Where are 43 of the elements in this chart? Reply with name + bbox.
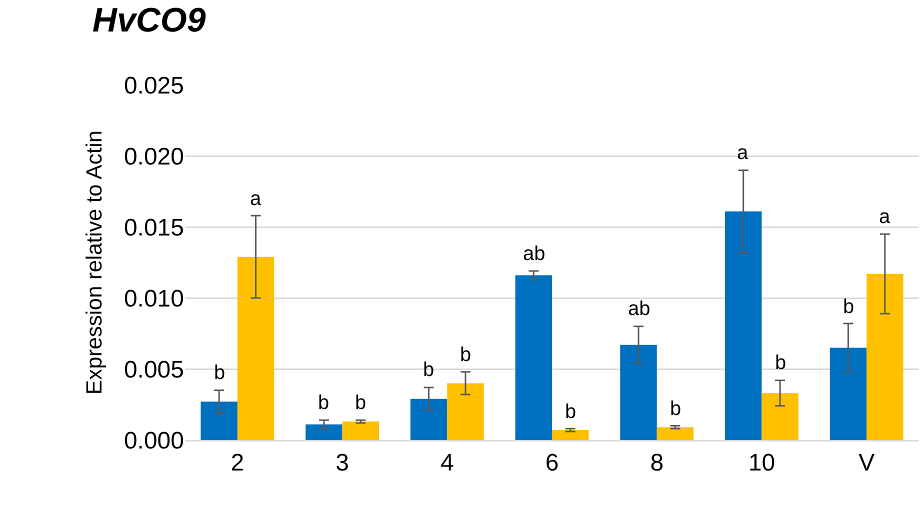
annotation: a	[250, 188, 262, 210]
bar	[656, 427, 694, 440]
y-tick-label: 0.010	[124, 285, 184, 312]
annotation: a	[879, 206, 891, 228]
y-tick-label: 0.025	[124, 72, 184, 100]
annotation: b	[670, 398, 682, 420]
x-tick-label: 4	[440, 449, 454, 476]
bar	[552, 430, 589, 440]
bar	[237, 256, 274, 440]
bar	[515, 275, 552, 440]
y-tick-label: 0.015	[124, 214, 184, 242]
bar	[620, 344, 657, 440]
bar	[725, 211, 762, 440]
bar	[410, 398, 448, 440]
annotation: b	[843, 296, 854, 318]
y-axis-title: Expression relative to Actin	[82, 130, 107, 395]
x-tick-label: 3	[336, 449, 349, 476]
bar	[200, 402, 238, 440]
bar	[762, 393, 798, 440]
annotation: ab	[523, 243, 546, 265]
annotation: b	[355, 392, 366, 414]
annotation: b	[775, 352, 786, 374]
bar	[866, 274, 904, 440]
annotation: b	[460, 344, 472, 366]
bar	[830, 348, 867, 440]
chart-title: HvCO9	[92, 1, 206, 40]
annotation: a	[737, 142, 749, 164]
annotation: ab	[628, 298, 650, 320]
y-tick-label: 0.020	[124, 143, 184, 170]
x-tick-label: V	[858, 449, 875, 476]
bar	[447, 383, 484, 440]
x-tick-label: 8	[650, 449, 664, 476]
bar	[306, 424, 342, 440]
x-tick-label: 6	[545, 449, 559, 476]
annotation: b	[318, 392, 330, 414]
x-tick-label: 10	[748, 449, 776, 476]
x-tick-label: 2	[230, 449, 244, 476]
annotation: b	[565, 401, 576, 423]
annotation: b	[423, 359, 434, 381]
annotation: b	[214, 362, 226, 384]
y-tick-label: 0.005	[124, 356, 184, 384]
y-tick-label: 0.000	[124, 427, 184, 454]
bar	[342, 422, 379, 440]
